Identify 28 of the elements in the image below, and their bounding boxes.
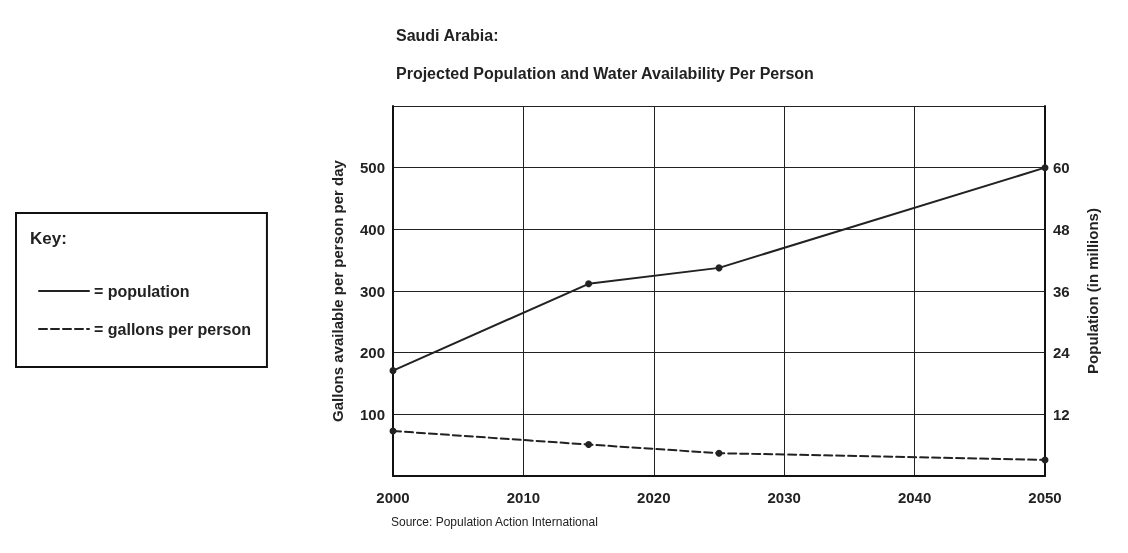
y2-tick-label: 48 <box>1053 220 1070 238</box>
y2-axis-title: Population (in millions) <box>1084 208 1101 374</box>
x-tick-label: 2040 <box>897 489 932 506</box>
x-tick-label: 2050 <box>1028 489 1062 506</box>
y-tick-label: 200 <box>359 344 385 362</box>
x-tick-label: 2010 <box>506 489 541 506</box>
y-tick-label: 400 <box>359 220 385 238</box>
point <box>585 441 593 449</box>
x-tick-label: 2030 <box>767 489 801 506</box>
x-tick-label: 2000 <box>376 489 410 506</box>
y2-tick-label: 60 <box>1053 159 1070 177</box>
y-tick-label: 300 <box>359 282 385 300</box>
chart-subtitle: Projected Population and Water Availability Per Person <box>396 64 814 82</box>
point <box>1041 164 1049 172</box>
y2-tick-label: 12 <box>1053 405 1070 423</box>
y2-tick-label: 36 <box>1053 282 1070 300</box>
point <box>585 280 593 288</box>
source-note: Source: Population Action International <box>391 515 598 529</box>
y-tick-label: 100 <box>359 405 385 423</box>
chart-title: Saudi Arabia: <box>396 26 499 44</box>
legend-title: Key: <box>30 229 67 248</box>
legend-label: = population <box>94 282 190 300</box>
y2-tick-label: 24 <box>1053 344 1071 362</box>
point <box>389 367 397 375</box>
legend-label: = gallons per person <box>94 320 251 338</box>
y-axis-title: Gallons available per person per day <box>329 159 346 422</box>
y-tick-label: 500 <box>359 159 385 177</box>
x-tick-label: 2020 <box>637 489 671 506</box>
